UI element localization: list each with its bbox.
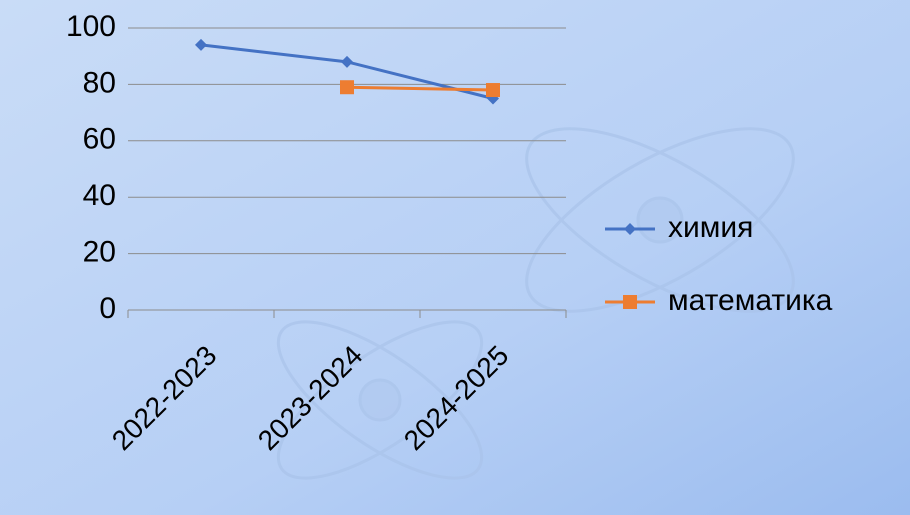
y-tick-label: 100 [66,10,116,43]
y-tick-label: 60 [83,123,116,156]
y-tick-label: 20 [83,236,116,269]
y-tick-label: 0 [99,292,116,325]
legend-label: математика [668,284,833,317]
data-point [486,83,500,98]
series-line [346,85,494,92]
legend-marker [623,295,637,309]
legend-marker [624,223,636,235]
data-point [195,38,207,51]
y-tick-label: 40 [83,179,116,212]
decoration [276,127,795,480]
data-point [341,55,353,68]
data-point [340,80,354,95]
y-tick-label: 80 [83,66,116,99]
legend-label: химия [668,211,753,244]
